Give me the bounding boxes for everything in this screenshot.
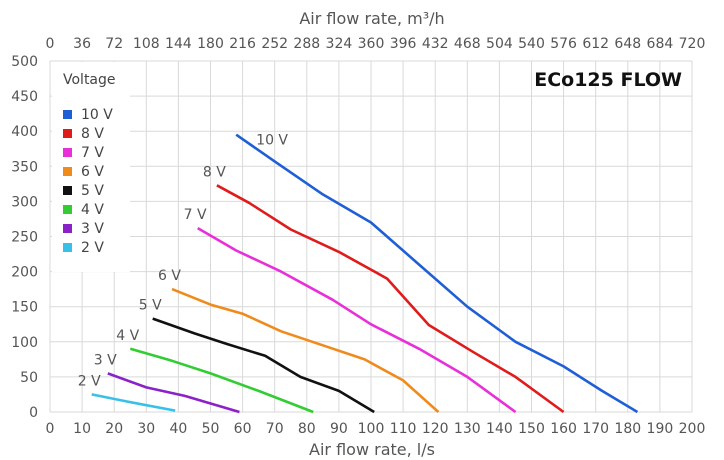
series-label: 8 V: [203, 164, 226, 180]
series-line: [91, 393, 176, 412]
x2-tick-label: 576: [550, 36, 577, 52]
x-tick-label: 20: [105, 421, 123, 437]
x2-tick-label: 0: [46, 36, 55, 52]
legend-swatch: [63, 148, 72, 157]
series-line: [216, 184, 565, 414]
series-label: 7 V: [184, 207, 207, 223]
x-tick-label: 180: [614, 421, 641, 437]
y-tick-label: 300: [11, 194, 38, 210]
x2-tick-label: 432: [422, 36, 449, 52]
x2-tick-label: 324: [326, 36, 353, 52]
x2-axis-title: Air flow rate, m³/h: [299, 9, 444, 28]
x-tick-label: 0: [46, 421, 55, 437]
x-tick-label: 170: [582, 421, 609, 437]
legend-label: 8 V: [81, 126, 104, 142]
series-line: [197, 226, 517, 414]
y-tick-label: 350: [11, 159, 38, 175]
y-tick-label: 450: [11, 89, 38, 105]
x-tick-label: 150: [518, 421, 545, 437]
x2-tick-label: 684: [647, 36, 674, 52]
product-title: ECo125 FLOW: [534, 69, 682, 91]
x-tick-label: 100: [358, 421, 385, 437]
series-label: 5 V: [139, 298, 162, 314]
x-axis-title: Air flow rate, l/s: [309, 440, 435, 459]
y-tick-label: 400: [11, 124, 38, 140]
legend-label: 2 V: [81, 240, 104, 256]
x-tick-label: 30: [137, 421, 155, 437]
legend: Voltage 10 V 8 V 7 V 6 V 5 V 4 V 3 V 2 V: [52, 62, 130, 272]
series-label: 4 V: [116, 328, 139, 344]
legend-items: 10 V 8 V 7 V 6 V 5 V 4 V 3 V 2 V: [63, 107, 113, 256]
x2-tick-label: 216: [229, 36, 256, 52]
legend-label: 5 V: [81, 183, 104, 199]
legend-label: 3 V: [81, 221, 104, 237]
x-tick-label: 130: [454, 421, 481, 437]
x-tick-label: 200: [679, 421, 706, 437]
legend-swatch: [63, 129, 72, 138]
x-tick-label: 90: [330, 421, 348, 437]
legend-swatch: [63, 205, 72, 214]
x-tick-label: 120: [422, 421, 449, 437]
x-tick-label: 190: [647, 421, 674, 437]
x2-tick-label: 612: [582, 36, 609, 52]
x2-tick-label: 36: [73, 36, 91, 52]
x2-tick-label: 288: [293, 36, 320, 52]
x-tick-label: 50: [202, 421, 220, 437]
grid-lines: [49, 60, 693, 413]
legend-swatch: [63, 224, 72, 233]
x-tick-label: 70: [266, 421, 284, 437]
series-line: [152, 317, 375, 414]
x-tick-label: 60: [234, 421, 252, 437]
series-label: 10 V: [256, 133, 288, 149]
x-tick-label: 110: [390, 421, 417, 437]
y-tick-label: 500: [11, 54, 38, 70]
x2-tick-label: 180: [197, 36, 224, 52]
legend-swatch: [63, 110, 72, 119]
y-tick-label: 100: [11, 335, 38, 351]
x2-tick-label: 396: [390, 36, 417, 52]
x-axis-ticks: 0 10 20 30 40 50 60 70 80 90 100 110 120 130 140 150 160…: [46, 421, 706, 437]
series-label: 6 V: [158, 268, 181, 284]
y-tick-label: 150: [11, 300, 38, 316]
x2-tick-label: 504: [486, 36, 513, 52]
series-labels: 10 V8 V7 V6 V5 V4 V3 V2 V: [78, 133, 289, 390]
x2-tick-label: 648: [614, 36, 641, 52]
legend-label: 6 V: [81, 164, 104, 180]
legend-label: 7 V: [81, 145, 104, 161]
series-lines: [91, 133, 639, 414]
x-tick-label: 10: [73, 421, 91, 437]
legend-label: 10 V: [81, 107, 113, 123]
x-tick-label: 40: [169, 421, 187, 437]
x2-tick-label: 144: [165, 36, 192, 52]
x2-tick-label: 540: [518, 36, 545, 52]
x2-axis-ticks: 0 36 72 108 144 180 216 252 288 324 360 396 432 468 50…: [46, 36, 706, 52]
y-axis-ticks: 0 50 100 150 200 250 300 350 400 450 500: [11, 54, 38, 421]
x2-tick-label: 360: [358, 36, 385, 52]
x2-tick-label: 720: [679, 36, 706, 52]
series-line: [129, 347, 314, 414]
legend-label: 4 V: [81, 202, 104, 218]
x-tick-label: 160: [550, 421, 577, 437]
y-tick-label: 250: [11, 230, 38, 246]
x2-tick-label: 468: [454, 36, 481, 52]
legend-swatch: [63, 186, 72, 195]
y-tick-label: 50: [20, 370, 38, 386]
x-tick-label: 140: [486, 421, 513, 437]
y-tick-label: 0: [29, 405, 38, 421]
x2-tick-label: 108: [133, 36, 160, 52]
series-line: [107, 372, 240, 414]
series-line: [235, 133, 639, 414]
series-label: 2 V: [78, 373, 101, 389]
series-label: 3 V: [94, 352, 117, 368]
legend-swatch: [63, 167, 72, 176]
legend-title: Voltage: [63, 72, 116, 88]
x2-tick-label: 72: [105, 36, 123, 52]
legend-swatch: [63, 243, 72, 252]
series-line: [171, 287, 440, 413]
x2-tick-label: 252: [261, 36, 288, 52]
x-tick-label: 80: [298, 421, 316, 437]
y-tick-label: 200: [11, 265, 38, 281]
